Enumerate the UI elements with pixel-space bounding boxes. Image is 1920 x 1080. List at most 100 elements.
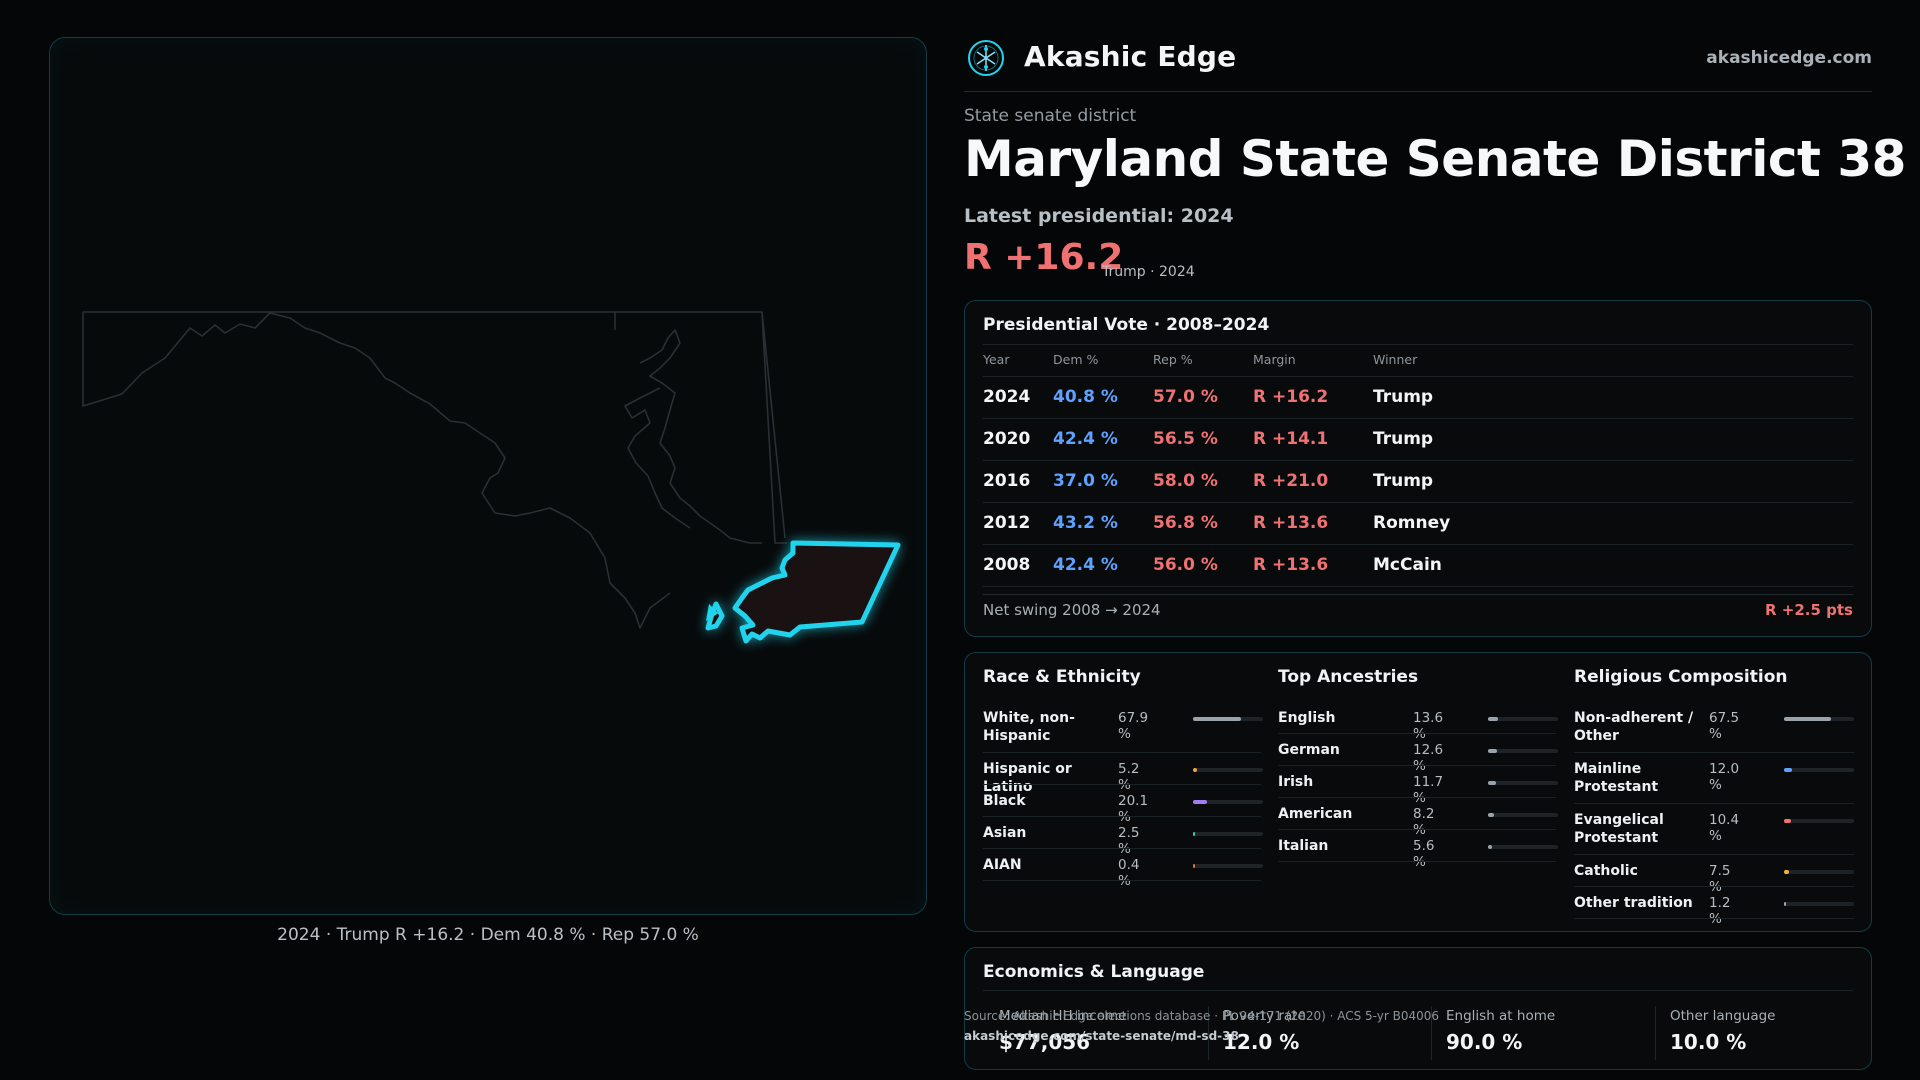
religion-value: 67.5 % xyxy=(1709,710,1740,742)
ancestry-label: American xyxy=(1278,806,1353,822)
demographics-card: Race & Ethnicity White, non-Hispanic 67.… xyxy=(964,652,1872,932)
race-label: Black xyxy=(983,793,1026,809)
stat-value: 12.0 % xyxy=(1223,1030,1300,1054)
map-caption: 2024 · Trump R +16.2 · Dem 40.8 % · Rep … xyxy=(277,925,699,945)
ancestry-label: Irish xyxy=(1278,774,1314,790)
ancestry-value: 13.6 % xyxy=(1413,710,1444,742)
divider xyxy=(983,586,1853,587)
divider xyxy=(1574,918,1854,919)
race-label: Asian xyxy=(983,825,1027,841)
cell-margin: R +13.6 xyxy=(1253,513,1329,533)
divider xyxy=(1655,1006,1656,1060)
divider xyxy=(983,816,1261,817)
cell-margin: R +16.2 xyxy=(1253,387,1329,407)
cell-margin: R +14.1 xyxy=(1253,429,1329,449)
religion-value: 10.4 % xyxy=(1709,812,1740,844)
col-header-margin: Margin xyxy=(1253,352,1296,367)
religious-composition-title: Religious Composition xyxy=(1574,667,1788,687)
col-header-winner: Winner xyxy=(1373,352,1418,367)
ancestry-value: 5.6 % xyxy=(1413,838,1435,870)
presidential-vote-card: Presidential Vote · 2008–2024 Year Dem %… xyxy=(964,300,1872,637)
religion-value: 1.2 % xyxy=(1709,895,1731,927)
cell-rep: 58.0 % xyxy=(1153,471,1218,491)
divider xyxy=(1278,861,1556,862)
religion-bar-track xyxy=(1784,902,1854,906)
cell-margin: R +13.6 xyxy=(1253,555,1329,575)
cell-dem: 42.4 % xyxy=(1053,555,1118,575)
race-bar-track xyxy=(1193,832,1263,836)
cell-dem: 40.8 % xyxy=(1053,387,1118,407)
religion-value: 12.0 % xyxy=(1709,761,1740,793)
stat-label: Poverty rate xyxy=(1223,1008,1306,1024)
presidential-vote-title: Presidential Vote · 2008–2024 xyxy=(983,315,1270,335)
top-ancestries-title: Top Ancestries xyxy=(1278,667,1419,687)
cell-rep: 56.8 % xyxy=(1153,513,1218,533)
stat-other-language: Other language 10.0 % xyxy=(1670,1008,1775,1054)
race-label: White, non-Hispanic xyxy=(983,710,1075,744)
religion-bar xyxy=(1784,902,1786,906)
top-ancestries-section: Top Ancestries English 13.6 % German 12.… xyxy=(1260,653,1558,931)
ancestry-value: 12.6 % xyxy=(1413,742,1444,774)
cell-winner: Trump xyxy=(1373,387,1434,407)
district-38-island xyxy=(705,603,719,622)
cell-year: 2008 xyxy=(983,555,1031,575)
religion-bar xyxy=(1784,819,1791,823)
cell-winner: Trump xyxy=(1373,471,1434,491)
cell-rep: 57.0 % xyxy=(1153,387,1218,407)
religion-value: 7.5 % xyxy=(1709,863,1731,895)
district-kind: State senate district xyxy=(964,106,1137,126)
divider xyxy=(983,344,1853,345)
divider xyxy=(1278,797,1556,798)
stat-value: 90.0 % xyxy=(1446,1030,1523,1054)
source-text: Source: Akashic Edge elections database … xyxy=(964,1009,1440,1023)
race-bar xyxy=(1193,864,1195,868)
race-value: 2.5 % xyxy=(1118,825,1140,857)
divider xyxy=(1278,733,1556,734)
table-row: 2024 40.8 % 57.0 % R +16.2 Trump xyxy=(965,377,1871,419)
district-38-shape[interactable] xyxy=(705,540,901,644)
cell-winner: Trump xyxy=(1373,429,1434,449)
race-value: 67.9 % xyxy=(1118,710,1149,742)
religion-bar xyxy=(1784,768,1792,772)
race-bar xyxy=(1193,832,1195,836)
table-row: 2020 42.4 % 56.5 % R +14.1 Trump xyxy=(965,419,1871,461)
stat-value: $77,056 xyxy=(999,1030,1091,1054)
ancestry-bar-track xyxy=(1488,749,1558,753)
source-url-link[interactable]: akashicedge.com/state-senate/md-sd-38 xyxy=(964,1029,1239,1043)
cell-year: 2016 xyxy=(983,471,1031,491)
district-map[interactable] xyxy=(49,37,927,915)
brand-url-link[interactable]: akashicedge.com xyxy=(1706,48,1872,68)
headline-margin-sub: Trump · 2024 xyxy=(1102,264,1195,280)
race-label: Hispanic or Latino xyxy=(983,761,1072,795)
divider xyxy=(983,502,1853,503)
stat-value: 10.0 % xyxy=(1670,1030,1747,1054)
divider xyxy=(983,880,1261,881)
ancestry-label: Italian xyxy=(1278,838,1329,854)
maryland-map-svg xyxy=(82,311,901,644)
cell-dem: 37.0 % xyxy=(1053,471,1118,491)
religion-label: Catholic xyxy=(1574,863,1638,879)
cell-winner: Romney xyxy=(1373,513,1451,533)
religion-bar-track xyxy=(1784,870,1854,874)
divider xyxy=(1278,765,1556,766)
cell-year: 2012 xyxy=(983,513,1031,533)
divider xyxy=(983,848,1261,849)
economics-language-card: Economics & Language Median HH income $7… xyxy=(964,947,1872,1070)
race-bar-track xyxy=(1193,800,1263,804)
net-swing-value: R +2.5 pts xyxy=(1765,601,1853,619)
akashic-edge-logo-icon[interactable] xyxy=(966,38,1006,78)
cell-rep: 56.0 % xyxy=(1153,555,1218,575)
ancestry-bar-track xyxy=(1488,813,1558,817)
ancestry-value: 11.7 % xyxy=(1413,774,1444,806)
stat-label: Other language xyxy=(1670,1008,1776,1024)
brand-name[interactable]: Akashic Edge xyxy=(1024,40,1237,73)
stat-median-income: Median HH income $77,056 xyxy=(999,1008,1126,1054)
religion-label: Evangelical Protestant xyxy=(1574,812,1664,846)
religion-bar xyxy=(1784,870,1789,874)
divider xyxy=(983,594,1853,595)
net-swing-label: Net swing 2008 → 2024 xyxy=(983,601,1161,619)
divider xyxy=(1278,829,1556,830)
cell-year: 2020 xyxy=(983,429,1031,449)
cell-dem: 42.4 % xyxy=(1053,429,1118,449)
